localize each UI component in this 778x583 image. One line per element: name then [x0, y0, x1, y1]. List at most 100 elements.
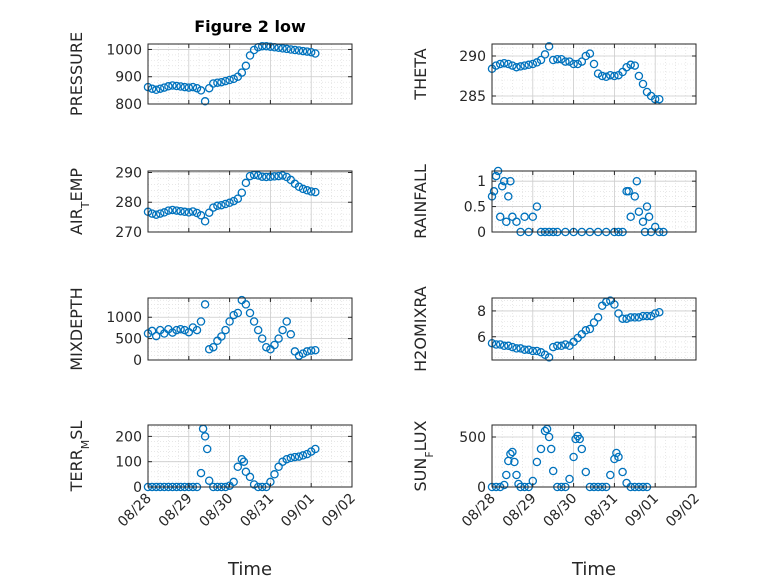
data-point [204, 476, 214, 485]
data-point [209, 79, 218, 88]
data-point [151, 85, 161, 95]
data-point [278, 325, 287, 335]
data-point [557, 341, 566, 351]
chart-title: Figure 2 low [194, 17, 306, 36]
subplot-sun-flux: 0 500 08/28 08/29 08/30 08/31 09/01 09/02 SUNFLU… [411, 420, 703, 580]
data-point [180, 207, 189, 217]
data-point [245, 308, 255, 318]
data-point [593, 313, 603, 322]
y-axis-label: AIRTEMP [67, 168, 92, 235]
data-point [241, 178, 251, 188]
data-point [561, 340, 570, 349]
data-point [512, 217, 521, 227]
data-point [239, 457, 249, 466]
y-tick-label: 500 [459, 430, 486, 446]
data-point [546, 444, 556, 454]
data-point [176, 206, 185, 216]
data-point [311, 187, 320, 197]
data-point [298, 184, 308, 194]
data-point [192, 325, 202, 335]
data-point [302, 47, 312, 56]
data-point [610, 71, 619, 81]
data-point [298, 46, 308, 56]
data-point [164, 206, 173, 215]
y-axis-label: RAINFALL [411, 164, 430, 239]
data-point [196, 468, 206, 478]
data-point [548, 55, 558, 65]
data-point [585, 49, 595, 58]
data-point [502, 217, 511, 227]
data-point [294, 351, 304, 360]
data-point [499, 341, 509, 351]
data-point [622, 314, 631, 323]
data-point [499, 58, 509, 68]
data-point [245, 171, 255, 181]
data-point [589, 318, 599, 327]
data-point [544, 432, 554, 442]
data-point [532, 457, 542, 467]
data-point [302, 347, 312, 356]
data-point [569, 452, 578, 462]
data-point [298, 349, 308, 358]
y-tick-label: 0 [477, 225, 486, 241]
y-tick-label: 285 [459, 89, 486, 105]
data-point [581, 326, 591, 335]
data-point [172, 81, 181, 91]
data-point [290, 452, 300, 462]
data-point [217, 77, 226, 87]
data-point [245, 51, 255, 60]
data-point [213, 78, 222, 87]
x-tick-label: 09/01 [622, 491, 662, 531]
x-tick-label: 08/31 [237, 491, 277, 531]
data-point [274, 462, 283, 472]
data-point [196, 211, 206, 220]
data-point [524, 345, 533, 354]
y-axis-label: SUNFLUX [411, 420, 436, 491]
data-point [168, 205, 177, 215]
data-point [204, 208, 214, 217]
data-point [540, 426, 550, 436]
data-point [241, 61, 251, 71]
data-point [270, 470, 279, 479]
y-axis-label: TERRMSL [67, 421, 92, 493]
data-point [512, 62, 521, 72]
y-tick-label: 1 [477, 174, 486, 190]
data-point [176, 324, 185, 334]
data-point [229, 477, 238, 487]
y-tick-label: 800 [115, 97, 142, 113]
y-tick-label: 0.5 [464, 200, 486, 216]
data-point [155, 84, 165, 93]
y-tick-label: 6 [477, 330, 486, 346]
data-point [257, 334, 267, 343]
data-point [618, 467, 627, 477]
data-point [229, 310, 238, 320]
data-point [532, 346, 542, 356]
data-point [294, 46, 304, 55]
axes-box [147, 43, 353, 105]
data-point [638, 79, 648, 89]
data-point [581, 51, 591, 61]
x-tick-label: 08/28 [115, 491, 155, 531]
data-point [495, 340, 505, 349]
data-point [221, 76, 230, 86]
data-point [650, 309, 660, 318]
data-point [225, 317, 234, 326]
data-point [262, 342, 271, 352]
x-tick-label: 09/02 [319, 491, 359, 531]
data-point [536, 55, 546, 65]
series-markers [143, 41, 320, 106]
x-tick-label: 08/28 [459, 491, 499, 531]
data-point [274, 171, 283, 181]
series-markers [487, 42, 664, 104]
data-point [200, 432, 210, 441]
data-point [601, 72, 611, 82]
data-point [497, 182, 507, 191]
x-tick-label: 08/30 [541, 491, 581, 531]
y-tick-label: 0 [133, 353, 142, 369]
data-point [606, 470, 615, 480]
data-point [618, 314, 627, 323]
data-point [632, 176, 642, 186]
data-point [160, 83, 169, 92]
y-tick-label: 500 [115, 332, 142, 348]
x-tick-label: 08/29 [156, 491, 196, 531]
